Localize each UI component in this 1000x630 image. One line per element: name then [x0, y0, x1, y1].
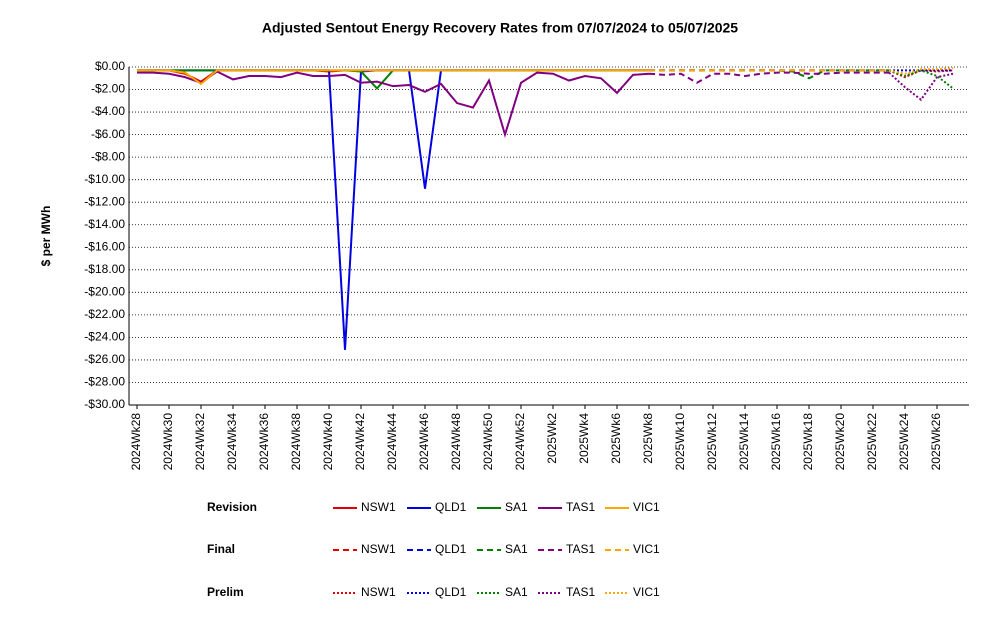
x-tick-label: 2025Wk2 — [545, 413, 559, 464]
legend-label: QLD1 — [435, 542, 467, 556]
x-tick-label: 2024Wk36 — [257, 413, 271, 471]
x-tick-label: 2025Wk22 — [865, 413, 879, 471]
x-tick-label: 2025Wk4 — [577, 413, 591, 464]
y-tick-label: -$20.00 — [84, 285, 125, 299]
x-tick-label: 2025Wk14 — [737, 413, 751, 471]
legend-label: VIC1 — [633, 500, 660, 514]
legend-label: VIC1 — [633, 542, 660, 556]
y-tick-label: -$26.00 — [84, 352, 125, 366]
x-tick-label: 2024Wk42 — [353, 413, 367, 471]
x-tick-label: 2024Wk28 — [129, 413, 143, 471]
legend-label: SA1 — [505, 585, 528, 599]
legend-label: QLD1 — [435, 585, 467, 599]
x-tick-label: 2025Wk8 — [641, 413, 655, 464]
y-tick-label: -$28.00 — [84, 375, 125, 389]
x-tick-label: 2024Wk52 — [513, 413, 527, 471]
x-tick-label: 2024Wk32 — [193, 413, 207, 471]
x-tick-label: 2024Wk34 — [225, 413, 239, 471]
legend-label: TAS1 — [566, 500, 595, 514]
series-line — [888, 67, 954, 75]
y-tick-label: -$30.00 — [84, 397, 125, 411]
legend-label: NSW1 — [361, 500, 396, 514]
x-tick-label: 2024Wk40 — [321, 413, 335, 471]
series-line — [888, 69, 954, 90]
x-tick-label: 2025Wk16 — [769, 413, 783, 471]
legend-label: TAS1 — [566, 542, 595, 556]
y-axis-label: $ per MWh — [39, 206, 53, 267]
x-tick-label: 2024Wk30 — [161, 413, 175, 471]
series-line — [137, 70, 650, 139]
y-tick-label: -$24.00 — [84, 330, 125, 344]
x-tick-label: 2025Wk10 — [673, 413, 687, 471]
chart-title: Adjusted Sentout Energy Recovery Rates f… — [262, 20, 738, 36]
x-tick-label: 2024Wk38 — [289, 413, 303, 471]
series-line — [888, 71, 954, 102]
y-tick-label: -$18.00 — [84, 262, 125, 276]
y-tick-label: -$22.00 — [84, 307, 125, 321]
legend-label: QLD1 — [435, 500, 467, 514]
x-tick-label: 2025Wk24 — [897, 413, 911, 471]
y-tick-label: -$10.00 — [84, 172, 125, 186]
legend-label: TAS1 — [566, 585, 595, 599]
legend-label: VIC1 — [633, 585, 660, 599]
y-tick-label: -$4.00 — [91, 104, 125, 118]
legend-label: SA1 — [505, 542, 528, 556]
y-tick-label: -$8.00 — [91, 149, 125, 163]
legend-group-label: Revision — [207, 500, 257, 514]
legend-label: SA1 — [505, 500, 528, 514]
x-tick-label: 2024Wk44 — [385, 413, 399, 471]
x-tick-label: 2024Wk48 — [449, 413, 463, 471]
y-tick-label: -$6.00 — [91, 127, 125, 141]
x-tick-label: 2025Wk18 — [801, 413, 815, 471]
x-tick-label: 2024Wk50 — [481, 413, 495, 471]
legend-label: NSW1 — [361, 585, 396, 599]
y-tick-label: -$14.00 — [84, 217, 125, 231]
y-tick-label: -$16.00 — [84, 239, 125, 253]
series-line — [137, 69, 649, 86]
legend-group-label: Final — [207, 542, 235, 556]
legend-group-label: Prelim — [207, 585, 244, 599]
legend-label: NSW1 — [361, 542, 396, 556]
x-tick-label: 2025Wk6 — [609, 413, 623, 464]
x-tick-label: 2025Wk20 — [833, 413, 847, 471]
x-tick-label: 2025Wk12 — [705, 413, 719, 471]
x-tick-label: 2024Wk46 — [417, 413, 431, 471]
y-tick-label: $0.00 — [95, 59, 125, 73]
series-line — [648, 71, 889, 84]
y-tick-label: -$2.00 — [91, 82, 125, 96]
x-tick-label: 2025Wk26 — [929, 413, 943, 471]
y-tick-label: -$12.00 — [84, 194, 125, 208]
